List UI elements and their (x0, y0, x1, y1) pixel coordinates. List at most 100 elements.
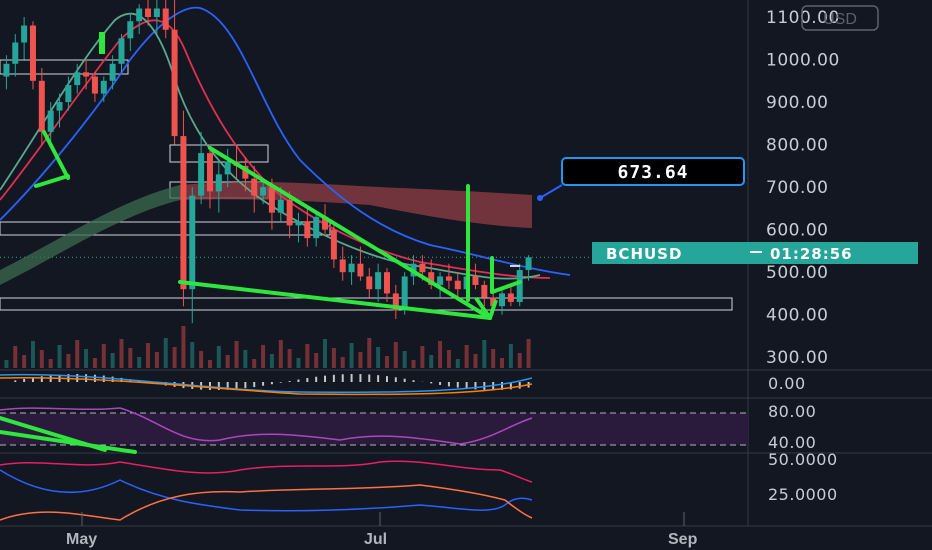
volume-bar (128, 348, 133, 368)
trendline (178, 280, 492, 320)
volume-bar (331, 348, 336, 368)
candle-body (383, 272, 390, 294)
volume-bar (261, 345, 266, 368)
ma-red (0, 19, 551, 279)
candle-body (419, 263, 426, 273)
volume-bar (446, 350, 451, 368)
rsi-tick-label: 80.00 (768, 402, 816, 421)
candle-body (215, 174, 222, 192)
volume-bar (66, 354, 71, 368)
volume-bar (305, 344, 310, 368)
candle-body (277, 199, 284, 213)
candle-body (12, 42, 19, 64)
volume-bar (429, 355, 434, 368)
candle-body (3, 63, 10, 77)
trendline (490, 280, 522, 294)
price-tick-label: 1000.00 (766, 51, 840, 71)
volume-bar (4, 360, 9, 368)
volume-bar (84, 349, 89, 368)
volume-bar (101, 344, 106, 368)
candle-body (437, 276, 444, 285)
volume-bar (296, 358, 301, 368)
price-tick-label: 600.00 (766, 221, 828, 241)
volume-bar (154, 352, 159, 368)
candle-body (224, 161, 231, 175)
arrow-head (474, 296, 498, 320)
candle-body (47, 110, 54, 132)
rsi-tick-label: 40.00 (768, 433, 816, 452)
volume-bar (340, 357, 345, 368)
trendline (42, 130, 70, 180)
volume-bar (92, 358, 97, 368)
candle-body (109, 63, 116, 81)
volume-bar (243, 350, 248, 368)
candle-body (21, 25, 28, 43)
candle-body (268, 187, 275, 213)
price-tick-label: 900.00 (766, 93, 828, 113)
volume-bar (402, 351, 407, 368)
macd-tick-label: 0.00 (768, 374, 806, 393)
currency-button[interactable]: USD (801, 5, 879, 31)
price-tick-label: 500.00 (766, 263, 828, 283)
candle-body (180, 136, 187, 290)
volume-bar (137, 357, 142, 368)
volume-bar (207, 360, 212, 368)
volume-bar (384, 356, 389, 368)
candle-body (91, 76, 98, 94)
volume-bar (110, 353, 115, 368)
month-label: Jul (364, 531, 387, 548)
cloud-bearish (180, 181, 532, 228)
candle-body (366, 276, 373, 290)
volume-bar (190, 342, 195, 368)
candle-body (348, 263, 355, 273)
price-tick-label: 700.00 (766, 178, 828, 198)
candle-body (153, 8, 160, 18)
volume-bar (500, 358, 505, 368)
volume-bar (234, 341, 239, 368)
volume-bar (491, 349, 496, 368)
volume-bar (216, 346, 221, 368)
volume-bar (287, 349, 292, 368)
month-label: Sep (668, 531, 698, 548)
candle-body (242, 165, 249, 179)
candle-body (198, 153, 205, 196)
volume-bar (146, 343, 151, 368)
volume-bar (367, 338, 372, 368)
ma-blue (0, 6, 571, 276)
volume-bar (39, 350, 44, 368)
volume-bar (13, 346, 18, 368)
candle-body (29, 25, 36, 81)
volume-bar (455, 359, 460, 368)
cloud-bullish (0, 185, 180, 285)
candle-body (375, 272, 382, 290)
volume-bar (199, 351, 204, 368)
volume-bar (278, 340, 283, 368)
volume-bar (526, 339, 531, 368)
volume-bar (349, 343, 354, 368)
price-tick-label: 400.00 (766, 306, 828, 326)
candle-body (171, 29, 178, 137)
rsi-band (0, 413, 748, 445)
candle-body (65, 85, 72, 103)
candle-body (445, 276, 452, 281)
volume-bar (376, 347, 381, 368)
candle-body (100, 80, 107, 94)
candle-body (145, 8, 152, 18)
volume-bar (48, 359, 53, 368)
candle-body (481, 284, 488, 298)
volume-bar (508, 344, 513, 368)
candle-body (295, 221, 302, 226)
volume-bar (57, 345, 62, 368)
volume-bar (464, 345, 469, 368)
candle-body (83, 72, 90, 77)
volume-bar (163, 338, 168, 368)
macd-signal-line (0, 377, 533, 396)
candle-body (330, 229, 337, 260)
candle-body (251, 178, 258, 196)
volume-bar (172, 347, 177, 368)
candle-body (56, 102, 63, 111)
volume-bar (181, 326, 186, 368)
price-callout[interactable]: 673.64 (537, 157, 745, 201)
